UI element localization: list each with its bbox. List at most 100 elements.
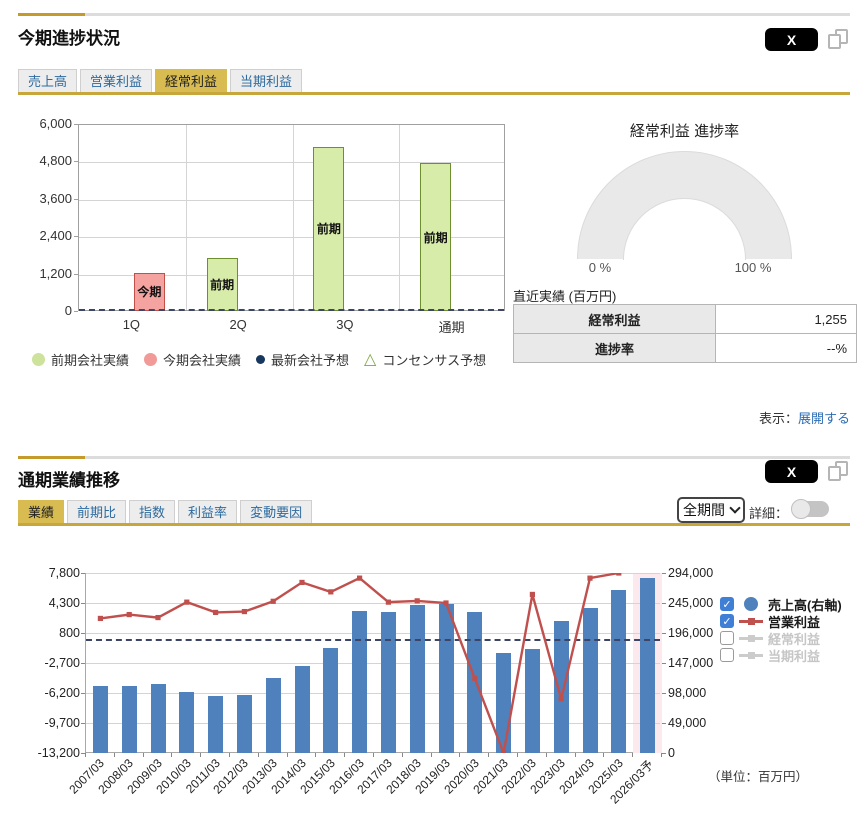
tab-yoy[interactable]: 前期比: [67, 500, 127, 524]
tab-change-factors[interactable]: 変動要因: [240, 500, 313, 524]
x-axis-label: 2Q: [229, 317, 247, 332]
page-title: 今期進捗状況: [18, 29, 120, 48]
table-row: 進捗率 --%: [513, 333, 857, 363]
legend-checkbox[interactable]: [720, 631, 734, 645]
revenue-bar: [150, 684, 166, 753]
revenue-bar: [380, 612, 396, 753]
axis-tick: [81, 723, 85, 724]
x-share-button[interactable]: X: [765, 28, 818, 51]
gridline: [79, 274, 504, 276]
legend-label: 当期利益: [768, 648, 821, 664]
right-axis-label: 196,000: [668, 626, 714, 640]
axis-tick: [229, 753, 230, 757]
x-axis-label: 3Q: [336, 317, 354, 332]
progress-gauge-panel: 経常利益 進捗率 0 % 100 % 直近実績 (百万円) 経常利益 1,255…: [510, 110, 859, 400]
legend-checkbox[interactable]: ✓: [720, 614, 734, 628]
copy-icon[interactable]: [828, 461, 848, 481]
revenue-bar: [265, 678, 281, 753]
copy-icon[interactable]: [828, 29, 848, 49]
left-axis-label: -2,700: [44, 656, 80, 670]
axis-tick: [603, 753, 605, 757]
left-axis-label: -13,200: [37, 746, 80, 760]
period-select-value: 全期間: [683, 502, 725, 518]
period-select[interactable]: 全期間: [677, 497, 745, 523]
legend-item: △ コンセンサス予想: [364, 350, 486, 369]
right-axis-label: 0: [668, 746, 675, 760]
accent-bar: [18, 13, 85, 16]
legend-checkbox[interactable]: [720, 648, 734, 662]
legend-label: コンセンサス予想: [382, 353, 487, 368]
y-axis-label: 1,200: [39, 265, 72, 281]
axis-tick: [661, 753, 662, 757]
bar-label: 前期: [316, 222, 341, 237]
legend-dot-icon: [256, 355, 266, 364]
legend-item[interactable]: ✓ 売上高(右軸): [720, 596, 842, 613]
axis-tick: [430, 753, 432, 757]
performance-trend-chart: ✓ 売上高(右軸) ✓ 営業利益 経常利益 当期利益 （単位：百万円） 7,800 4,30…: [18, 560, 856, 826]
x-logo-icon: X: [786, 463, 797, 480]
recent-results-table: 経常利益 1,255 進捗率 --%: [513, 304, 857, 363]
left-axis-label: 7,800: [48, 566, 80, 580]
tab-sales[interactable]: 売上高: [18, 69, 78, 93]
axis-tick: [74, 198, 78, 200]
tab-results[interactable]: 業績: [18, 500, 65, 524]
expand-link[interactable]: 展開する: [797, 411, 850, 426]
row-value: --%: [715, 333, 857, 363]
legend-dot-icon: [32, 353, 45, 366]
revenue-bar: [236, 694, 252, 753]
legend-dot-icon: [744, 597, 758, 611]
tab-operating-profit[interactable]: 営業利益: [80, 69, 153, 93]
performance-chart-legend: ✓ 売上高(右軸) ✓ 営業利益 経常利益 当期利益: [720, 596, 842, 664]
legend-dot-icon: [144, 353, 158, 366]
axis-tick: [142, 753, 144, 757]
revenue-bar: [467, 611, 483, 753]
axis-tick: [81, 753, 85, 754]
previous-period-bar: 前期: [206, 258, 238, 311]
display-options-row: 表示：展開する: [560, 408, 850, 427]
axis-tick: [171, 753, 173, 757]
gridline: [185, 125, 187, 310]
section-divider: [18, 456, 850, 459]
legend-item[interactable]: ✓ 営業利益: [720, 613, 842, 630]
bar-label: 前期: [423, 230, 448, 245]
y-axis-label: 4,800: [39, 153, 72, 169]
operating-profit-line: [97, 573, 622, 753]
detail-toggle[interactable]: [791, 499, 829, 519]
tab-net-profit[interactable]: 当期利益: [230, 69, 303, 93]
gridline: [86, 573, 660, 574]
progress-chart: 今期 前期 前期 前期 前期会社実績 今期会社実績 最新会社予想 △ コンセンサス予想 6,0…: [18, 110, 518, 400]
revenue-bar: [524, 648, 540, 753]
zero-line: [86, 638, 660, 641]
tab-profit-margin[interactable]: 利益率: [178, 500, 238, 524]
tab-index[interactable]: 指数: [129, 500, 176, 524]
y-axis-label: 2,400: [39, 228, 72, 244]
tab-ordinary-profit[interactable]: 経常利益: [155, 69, 228, 93]
left-axis-label: 4,300: [48, 596, 80, 610]
bar-label: 前期: [210, 278, 235, 293]
current-period-bar: 今期: [133, 272, 165, 311]
legend-checkbox[interactable]: ✓: [720, 597, 734, 611]
tabbar-underline: [18, 92, 850, 95]
legend-item[interactable]: 経常利益: [720, 630, 842, 647]
axis-tick: [74, 161, 78, 163]
legend-item[interactable]: 当期利益: [720, 647, 842, 664]
x-share-button[interactable]: X: [765, 460, 818, 483]
axis-tick: [81, 663, 85, 664]
gridline: [79, 162, 504, 164]
section-title: 通期業績推移: [18, 471, 120, 490]
right-axis-label: 98,000: [668, 686, 707, 700]
axis-tick: [459, 753, 461, 757]
axis-tick: [74, 273, 78, 275]
revenue-bar: [582, 607, 598, 753]
axis-tick: [373, 753, 374, 757]
gridline: [86, 633, 660, 634]
right-axis-label: 245,000: [668, 596, 714, 610]
legend-item: 前期会社実績: [32, 350, 129, 369]
legend-label: 営業利益: [768, 614, 821, 630]
axis-tick: [81, 573, 85, 574]
y-axis-label: 3,600: [39, 190, 72, 206]
gridline: [292, 125, 294, 310]
axis-tick: [113, 753, 115, 757]
gauge-min-label: 0 %: [588, 260, 612, 275]
